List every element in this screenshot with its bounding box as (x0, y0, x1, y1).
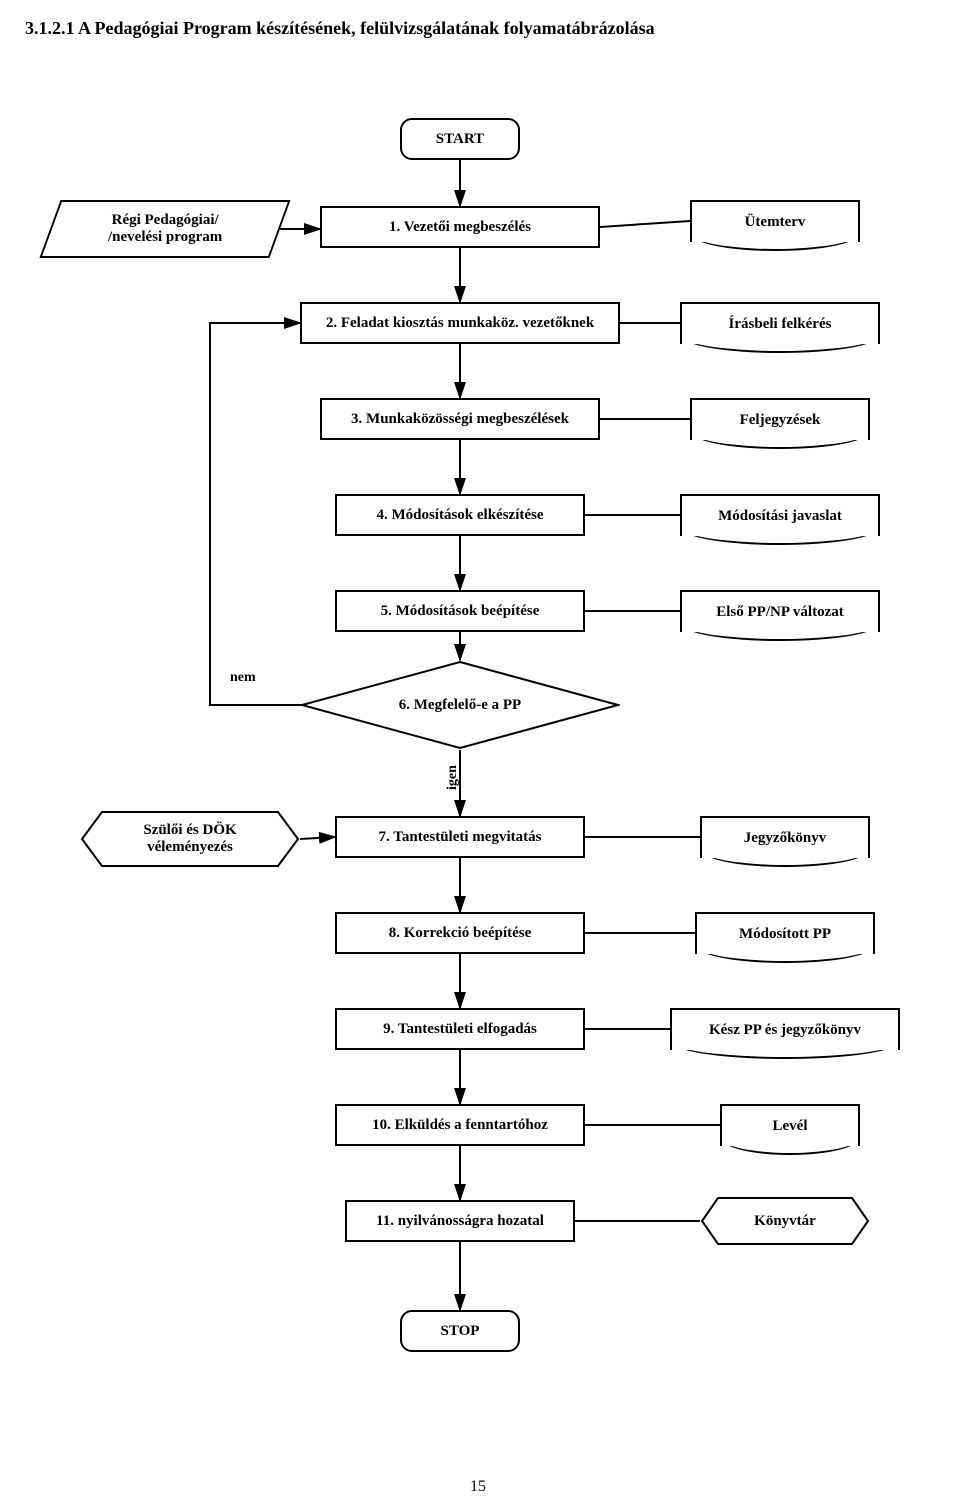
doc-8: Módosított PP (695, 912, 875, 954)
step-5: 5. Módosítások beépítése (335, 590, 585, 632)
doc-8-label: Módosított PP (739, 926, 831, 943)
input-old-program-label: Régi Pedagógiai/ /nevelési program (108, 212, 222, 246)
decision-6-label: 6. Megfelelő-e a PP (300, 660, 620, 750)
doc-10-label: Levél (773, 1118, 808, 1135)
decision-yes-label: igen (445, 765, 461, 790)
doc-5: Első PP/NP változat (680, 590, 880, 632)
step-2: 2. Feladat kiosztás munkaköz. vezetőknek (300, 302, 620, 344)
doc-3: Feljegyzések (690, 398, 870, 440)
decision-no-label: nem (230, 670, 256, 686)
hexagon-left-label: Szülői és DÖK véleményezés (125, 822, 254, 856)
step-7: 7. Tantestületi megvitatás (335, 816, 585, 858)
doc-2: Írásbeli felkérés (680, 302, 880, 344)
terminator-start: START (400, 118, 520, 160)
input-old-program: Régi Pedagógiai/ /nevelési program (39, 200, 290, 258)
flowchart-page: 3.1.2.1 A Pedagógiai Program készítéséne… (0, 0, 960, 1505)
doc-9: Kész PP és jegyzőkönyv (670, 1008, 900, 1050)
step-3: 3. Munkaközösségi megbeszélések (320, 398, 600, 440)
step-11: 11. nyilvánosságra hozatal (345, 1200, 575, 1242)
hexagon-left: Szülői és DÖK véleményezés (80, 810, 300, 868)
terminator-stop: STOP (400, 1310, 520, 1352)
step-8: 8. Korrekció beépítése (335, 912, 585, 954)
doc-1-label: Ütemterv (745, 214, 806, 231)
doc-9-label: Kész PP és jegyzőkönyv (709, 1022, 861, 1039)
page-number: 15 (470, 1478, 486, 1496)
step-1: 1. Vezetői megbeszélés (320, 206, 600, 248)
step-9: 9. Tantestületi elfogadás (335, 1008, 585, 1050)
doc-4: Módosítási javaslat (680, 494, 880, 536)
doc-7: Jegyzőkönyv (700, 816, 870, 858)
doc-7-label: Jegyzőkönyv (744, 830, 827, 847)
doc-4-label: Módosítási javaslat (718, 508, 842, 525)
doc-1: Ütemterv (690, 200, 860, 242)
doc-2-label: Írásbeli felkérés (729, 316, 832, 333)
step-10: 10. Elküldés a fenntartóhoz (335, 1104, 585, 1146)
doc-3-label: Feljegyzések (740, 412, 821, 429)
step-4: 4. Módosítások elkészítése (335, 494, 585, 536)
doc-10: Levél (720, 1104, 860, 1146)
decision-6: 6. Megfelelő-e a PP (300, 660, 620, 750)
page-title: 3.1.2.1 A Pedagógiai Program készítéséne… (25, 18, 655, 39)
hexagon-right-label: Könyvtár (736, 1213, 834, 1230)
hexagon-right: Könyvtár (700, 1196, 870, 1246)
doc-5-label: Első PP/NP változat (716, 604, 844, 621)
